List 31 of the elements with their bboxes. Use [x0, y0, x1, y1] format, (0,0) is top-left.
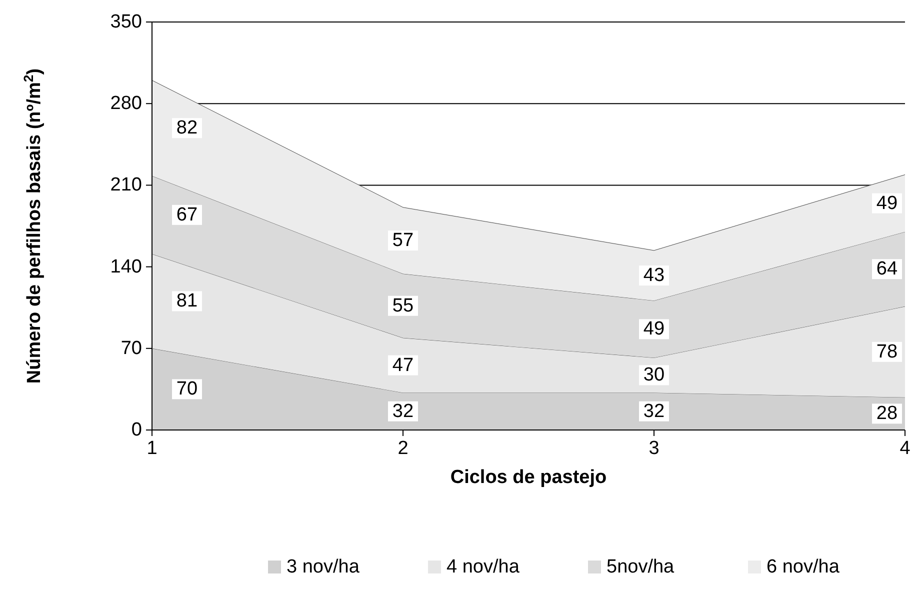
data-label: 67	[176, 204, 198, 226]
data-label: 30	[643, 364, 665, 386]
data-label: 32	[643, 400, 665, 422]
legend-label: 5nov/ha	[606, 556, 675, 578]
x-tick-label: 2	[398, 438, 408, 459]
x-axis-title: Ciclos de pastejo	[450, 467, 607, 488]
legend-label: 6 nov/ha	[766, 556, 840, 578]
data-label: 28	[876, 403, 898, 424]
x-tick-label: 4	[900, 438, 911, 459]
y-tick-label: 140	[110, 256, 142, 278]
y-tick-label: 280	[110, 93, 142, 114]
y-tick-label: 210	[110, 174, 142, 196]
legend-label: 3 nov/ha	[286, 556, 360, 578]
y-tick-label: 350	[110, 12, 142, 32]
data-label: 81	[176, 290, 198, 312]
x-tick-label: 3	[648, 438, 660, 459]
data-label: 47	[392, 354, 414, 376]
data-label: 78	[876, 341, 898, 362]
data-label: 49	[643, 318, 665, 340]
legend-label: 4 nov/ha	[446, 556, 520, 578]
data-label: 49	[876, 192, 898, 214]
data-label: 43	[643, 265, 665, 286]
data-label: 70	[176, 378, 198, 400]
data-label: 55	[392, 295, 414, 316]
data-label: 32	[392, 400, 414, 422]
data-label: 57	[392, 230, 414, 252]
y-tick-label: 70	[120, 338, 142, 359]
data-label: 64	[876, 258, 898, 280]
data-label: 82	[176, 118, 198, 139]
x-tick-label: 1	[146, 438, 158, 459]
y-tick-label: 0	[131, 420, 142, 440]
